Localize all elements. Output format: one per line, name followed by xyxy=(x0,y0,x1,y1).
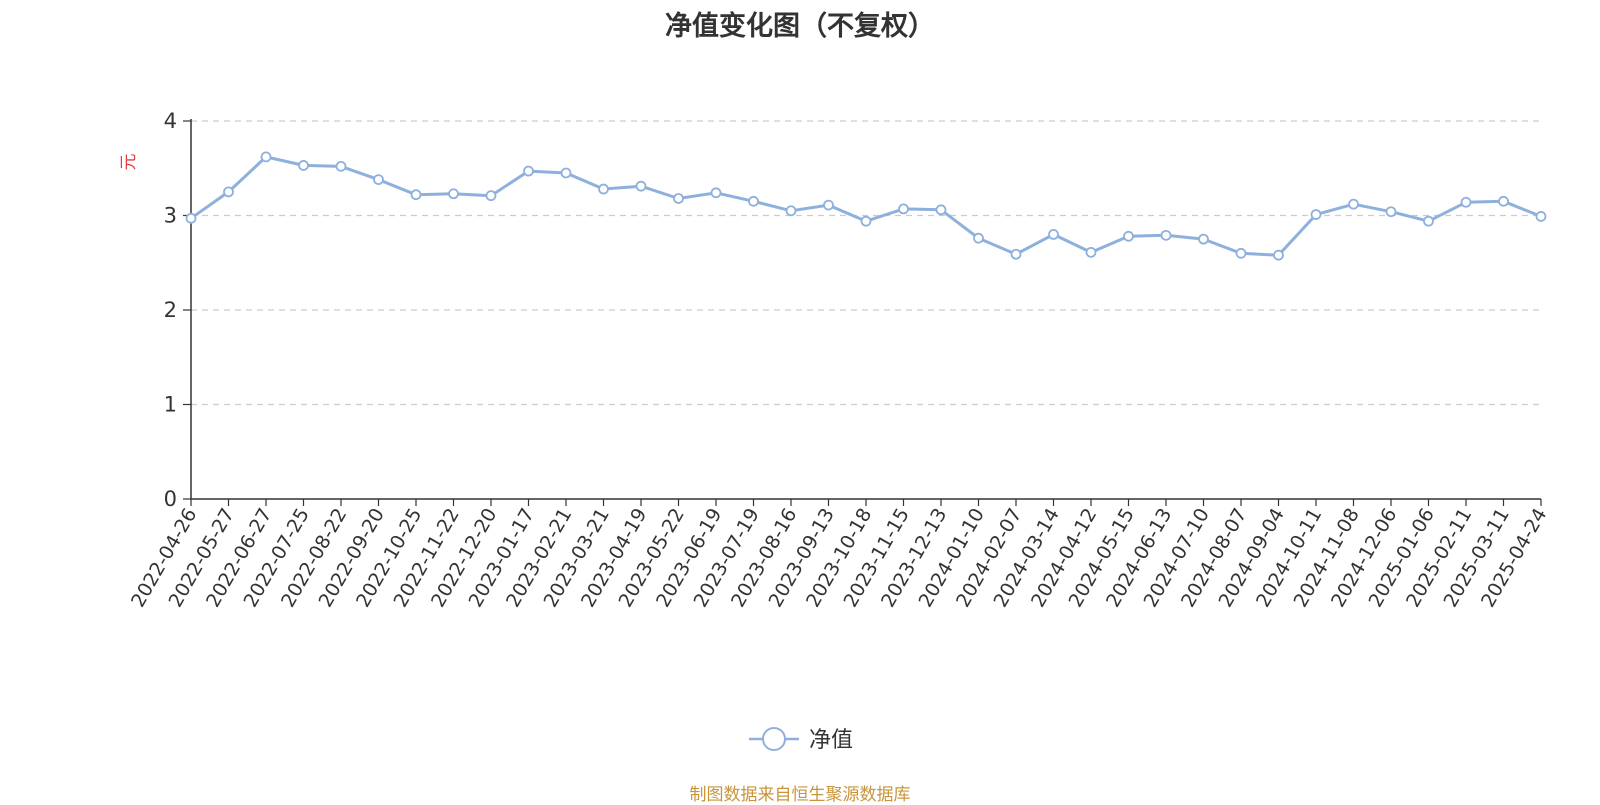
y-tick-label: 1 xyxy=(164,393,177,417)
data-point[interactable] xyxy=(860,215,872,227)
y-tick-label: 2 xyxy=(164,298,177,322)
data-point[interactable] xyxy=(260,151,272,163)
data-point[interactable] xyxy=(1198,233,1209,245)
data-point[interactable] xyxy=(1123,230,1134,242)
data-point[interactable] xyxy=(1498,195,1509,207)
series-line xyxy=(190,155,1542,257)
data-point[interactable] xyxy=(1423,215,1434,227)
x-axis: 2022-04-262022-05-272022-06-272022-07-25… xyxy=(127,498,1551,611)
y-axis-label: 元 xyxy=(119,154,139,171)
data-point[interactable] xyxy=(1235,247,1247,259)
data-point[interactable] xyxy=(1273,249,1284,261)
data-point[interactable] xyxy=(598,183,609,195)
data-point[interactable] xyxy=(485,190,497,202)
data-point[interactable] xyxy=(785,205,797,217)
data-point[interactable] xyxy=(1085,246,1097,258)
data-point[interactable] xyxy=(1385,206,1397,218)
data-point[interactable] xyxy=(1310,209,1322,220)
data-point[interactable] xyxy=(1048,228,1059,240)
data-point[interactable] xyxy=(710,187,722,199)
legend-marker xyxy=(762,727,786,751)
y-tick-label: 4 xyxy=(164,109,177,133)
legend: 净值 xyxy=(749,727,853,753)
data-point[interactable] xyxy=(185,212,197,224)
data-point[interactable] xyxy=(673,193,684,204)
data-point[interactable] xyxy=(1348,198,1359,210)
data-point[interactable] xyxy=(448,188,459,200)
data-point[interactable] xyxy=(373,174,384,185)
data-point[interactable] xyxy=(898,203,909,215)
y-tick-label: 0 xyxy=(164,487,177,511)
data-point[interactable] xyxy=(1010,248,1022,260)
data-source-note: 制图数据来自恒生聚源数据库 xyxy=(689,785,911,805)
data-point[interactable] xyxy=(823,199,834,211)
data-point[interactable] xyxy=(335,160,347,172)
grid-lines xyxy=(191,120,1541,406)
data-point[interactable] xyxy=(298,160,309,171)
data-point[interactable] xyxy=(935,204,947,216)
data-point[interactable] xyxy=(523,165,534,177)
data-point[interactable] xyxy=(1535,211,1547,222)
data-point[interactable] xyxy=(223,186,234,198)
data-point[interactable] xyxy=(560,167,572,179)
series-layer xyxy=(185,151,1547,261)
data-point[interactable] xyxy=(1160,229,1172,241)
data-point[interactable] xyxy=(748,195,759,207)
y-axis: 0 1 2 3 4 xyxy=(164,109,192,511)
data-point[interactable] xyxy=(410,189,422,201)
y-tick-label: 3 xyxy=(164,204,177,228)
data-point[interactable] xyxy=(635,180,647,192)
chart-title: 净值变化图（不复权） xyxy=(665,11,935,42)
data-point[interactable] xyxy=(973,232,984,244)
data-point[interactable] xyxy=(1460,196,1472,208)
legend-label: 净值 xyxy=(809,728,853,753)
